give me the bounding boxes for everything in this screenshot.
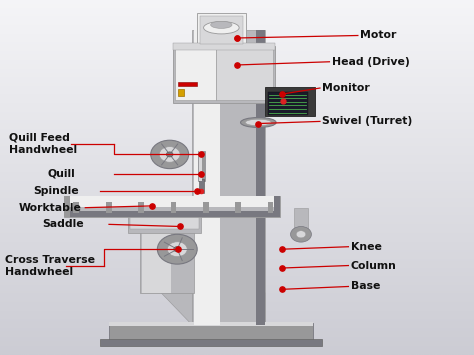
Text: Head (Drive): Head (Drive) bbox=[332, 57, 410, 67]
Circle shape bbox=[157, 234, 197, 264]
Bar bbox=[175, 49, 216, 100]
Circle shape bbox=[296, 231, 306, 238]
Bar bbox=[216, 49, 273, 100]
Bar bbox=[268, 92, 308, 115]
Bar bbox=[73, 202, 79, 213]
Text: Monitor: Monitor bbox=[322, 83, 370, 93]
Ellipse shape bbox=[210, 21, 232, 28]
Bar bbox=[265, 87, 315, 116]
Bar bbox=[197, 13, 246, 47]
Bar bbox=[171, 202, 176, 213]
Text: Column: Column bbox=[351, 261, 397, 271]
Text: Quill: Quill bbox=[47, 169, 75, 179]
Polygon shape bbox=[161, 293, 265, 325]
Bar bbox=[130, 214, 199, 229]
Bar bbox=[173, 46, 275, 103]
Text: Worktable: Worktable bbox=[19, 203, 82, 213]
Text: Spindle: Spindle bbox=[33, 186, 79, 196]
Bar bbox=[273, 101, 289, 106]
Bar bbox=[236, 202, 241, 213]
Bar bbox=[109, 323, 313, 343]
Bar bbox=[173, 43, 275, 50]
Ellipse shape bbox=[241, 118, 276, 127]
Bar bbox=[199, 179, 204, 193]
Bar bbox=[198, 151, 205, 181]
Bar bbox=[203, 202, 209, 213]
Text: Cross Traverse
Handwheel: Cross Traverse Handwheel bbox=[5, 255, 95, 278]
Circle shape bbox=[167, 242, 187, 257]
Ellipse shape bbox=[246, 119, 272, 126]
Bar bbox=[140, 217, 194, 293]
Bar bbox=[138, 202, 144, 213]
Text: Swivel (Turret): Swivel (Turret) bbox=[322, 116, 412, 126]
Bar bbox=[199, 151, 202, 181]
Bar bbox=[142, 217, 171, 293]
Bar bbox=[274, 196, 280, 217]
Bar bbox=[268, 202, 273, 213]
Bar bbox=[140, 217, 194, 224]
Bar bbox=[64, 196, 70, 217]
Text: Saddle: Saddle bbox=[43, 219, 84, 229]
Circle shape bbox=[291, 226, 311, 242]
Bar bbox=[106, 202, 111, 213]
Bar bbox=[256, 30, 265, 325]
Text: Knee: Knee bbox=[351, 242, 382, 252]
Bar bbox=[192, 30, 265, 325]
Bar bbox=[100, 339, 322, 346]
Bar bbox=[64, 211, 280, 217]
Circle shape bbox=[166, 152, 173, 157]
Text: Base: Base bbox=[351, 282, 380, 291]
Circle shape bbox=[159, 147, 180, 162]
Bar bbox=[194, 30, 220, 325]
Circle shape bbox=[151, 140, 189, 169]
Ellipse shape bbox=[203, 21, 239, 34]
Text: Motor: Motor bbox=[360, 31, 397, 40]
Bar bbox=[294, 208, 308, 234]
Bar bbox=[109, 322, 313, 326]
Bar bbox=[178, 82, 197, 86]
Circle shape bbox=[173, 246, 181, 252]
Bar bbox=[200, 16, 243, 44]
Bar bbox=[128, 211, 201, 233]
Bar bbox=[64, 196, 280, 207]
Bar bbox=[178, 89, 184, 96]
Text: Quill Feed
Handwheel: Quill Feed Handwheel bbox=[9, 132, 78, 155]
Bar bbox=[64, 196, 280, 217]
